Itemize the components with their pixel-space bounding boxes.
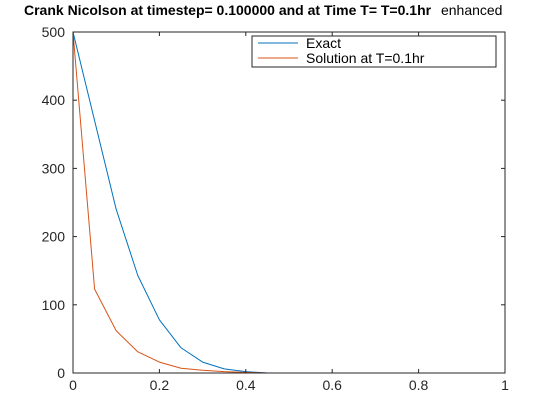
- chart-title-main: Crank Nicolson at timestep= 0.100000 and…: [24, 2, 432, 18]
- x-tick-label-5: 1: [501, 377, 509, 393]
- x-tick-label-0: 0: [69, 377, 77, 393]
- legend: Exact Solution at T=0.1hr: [252, 35, 496, 67]
- y-tick-label-1: 100: [42, 297, 66, 313]
- chart-title: Crank Nicolson at timestep= 0.100000 and…: [24, 2, 502, 18]
- y-tick-label-2: 200: [42, 229, 66, 245]
- legend-label-solution: Solution at T=0.1hr: [306, 50, 425, 66]
- y-tick-label-5: 500: [42, 24, 66, 40]
- x-tick-label-2: 0.4: [236, 377, 256, 393]
- plot-area: [73, 32, 505, 373]
- x-tick-label-3: 0.6: [322, 377, 342, 393]
- y-tick-label-0: 0: [57, 365, 65, 381]
- x-tick-label-1: 0.2: [150, 377, 170, 393]
- y-tick-label-4: 400: [42, 92, 66, 108]
- chart-title-suffix: enhanced: [441, 2, 503, 18]
- x-tick-label-4: 0.8: [409, 377, 429, 393]
- y-tick-label-3: 300: [42, 160, 66, 176]
- legend-label-exact: Exact: [306, 35, 341, 51]
